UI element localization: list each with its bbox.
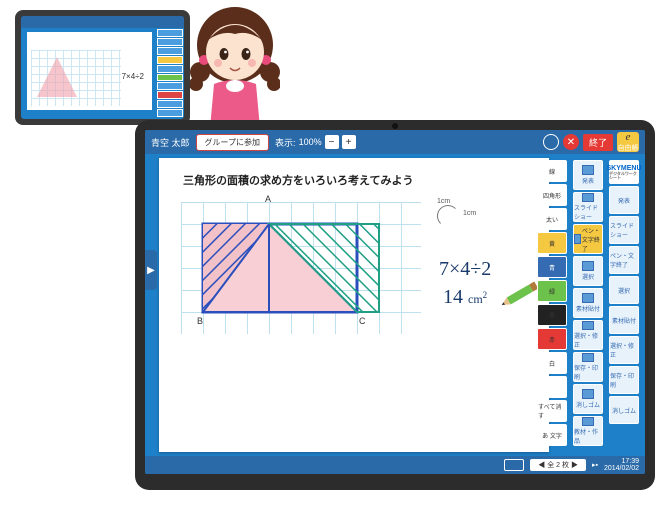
tool-rect-icon[interactable]: 四角形 [537, 184, 567, 206]
side-eraser-icon[interactable]: 消しゴム [609, 396, 639, 424]
tool-color-swatch[interactable]: 緑 [537, 280, 567, 302]
tool-color-swatch[interactable]: 黒 [537, 304, 567, 326]
tool-text-icon[interactable]: あ 文字 [537, 424, 567, 446]
tool-present-icon[interactable]: 発表 [573, 160, 603, 190]
tool-more-icon[interactable] [537, 376, 567, 398]
vertex-c: C [359, 316, 366, 326]
close-button[interactable]: ✕ [563, 134, 579, 150]
end-button[interactable]: 終了 [583, 134, 613, 151]
tool-line-icon[interactable]: 線 [537, 160, 567, 182]
side-edit-icon[interactable]: 選択・修正 [609, 336, 639, 364]
triangle-figure [181, 202, 425, 338]
pencil-icon [498, 279, 540, 311]
group-join-button[interactable]: グループに参加 [196, 134, 270, 151]
equation-text: 7×4÷2 [439, 258, 491, 281]
side-select-icon[interactable]: 選択 [609, 276, 639, 304]
notebook-button[interactable]: e自由帳 [617, 132, 639, 152]
side-present-icon[interactable]: 発表 [609, 186, 639, 214]
keyboard-icon[interactable] [504, 459, 524, 471]
tool-color-swatch[interactable]: 青 [537, 256, 567, 278]
tool-column-colors: 線四角形太い黄青緑黒赤白すべて消すあ 文字 [535, 158, 569, 448]
side-save-icon[interactable]: 保存・印刷 [609, 366, 639, 394]
left-collapse-handle[interactable]: ▶ [145, 250, 157, 290]
tool-color-swatch[interactable]: 白 [537, 352, 567, 374]
clock: 17:392014/02/02 [604, 458, 639, 472]
dimension-marks: 1cm 1cm [437, 198, 459, 227]
app-screen: 青空 太郎 グループに参加 表示: 100% − + ✕ 終了 e自由帳 ▶ 三… [145, 130, 645, 474]
tool-save-icon[interactable]: 保存・印刷 [573, 352, 603, 382]
user-name: 青空 太郎 [151, 136, 190, 149]
bottombar: ◀ 全 2 枚 ▶ ▸▪ 17:392014/02/02 [145, 456, 645, 474]
topbar: 青空 太郎 グループに参加 表示: 100% − + ✕ 終了 e自由帳 [145, 130, 645, 154]
zoom-value: 100% [299, 137, 322, 147]
tool-column-brand: SKYMENUデジタルワークシート 発表スライドショーペン・文字終了選択素材貼付… [607, 158, 641, 426]
vertex-b: B [197, 316, 203, 326]
tool-material-icon[interactable]: 教材・作品 [573, 416, 603, 446]
zoom-out-button[interactable]: − [325, 135, 339, 149]
tool-edit-icon[interactable]: 選択・修正 [573, 320, 603, 350]
side-slideshow-icon[interactable]: スライドショー [609, 216, 639, 244]
tool-pen-end[interactable]: ペン・文字終了 [573, 224, 603, 254]
worksheet-title: 三角形の面積の求め方をいろいろ考えてみよう [183, 172, 413, 188]
worksheet-canvas[interactable]: 三角形の面積の求め方をいろいろ考えてみよう [159, 158, 549, 452]
side-pen-end[interactable]: ペン・文字終了 [609, 246, 639, 274]
brand-logo: SKYMENUデジタルワークシート [609, 160, 639, 184]
tool-select-icon[interactable]: 選択 [573, 256, 603, 286]
zoom-control: 表示: 100% − + [275, 135, 356, 149]
tool-paste-icon[interactable]: 素材貼付 [573, 288, 603, 318]
vertex-a: A [265, 194, 271, 204]
thumbnail-canvas: 7×4÷2 [27, 32, 152, 110]
tool-color-swatch[interactable]: 赤 [537, 328, 567, 350]
student-avatar [190, 0, 280, 130]
thumbnail-screen: 7×4÷2 [21, 16, 184, 119]
camera-dot [392, 123, 398, 129]
tool-color-swatch[interactable]: 黄 [537, 232, 567, 254]
tool-slideshow-icon[interactable]: スライドショー [573, 192, 603, 222]
tool-eraser-icon[interactable]: 消しゴム [573, 384, 603, 414]
page-indicator[interactable]: ◀ 全 2 枚 ▶ [530, 459, 586, 471]
next-icon[interactable]: ▸▪ [592, 461, 598, 469]
tool-thick-icon[interactable]: 太い [537, 208, 567, 230]
side-paste-icon[interactable]: 素材貼付 [609, 306, 639, 334]
zoom-label: 表示: [275, 136, 296, 149]
thumbnail-equation: 7×4÷2 [122, 72, 144, 81]
thumbnail-tablet: 7×4÷2 [15, 10, 190, 125]
main-tablet: 青空 太郎 グループに参加 表示: 100% − + ✕ 終了 e自由帳 ▶ 三… [135, 120, 655, 490]
answer-text: 14 cm2 [443, 286, 487, 309]
tool-column-actions: 発表スライドショーペン・文字終了選択素材貼付選択・修正保存・印刷消しゴム教材・作… [571, 158, 605, 448]
zoom-in-button[interactable]: + [342, 135, 356, 149]
tool-clear-all[interactable]: すべて消す [537, 400, 567, 422]
